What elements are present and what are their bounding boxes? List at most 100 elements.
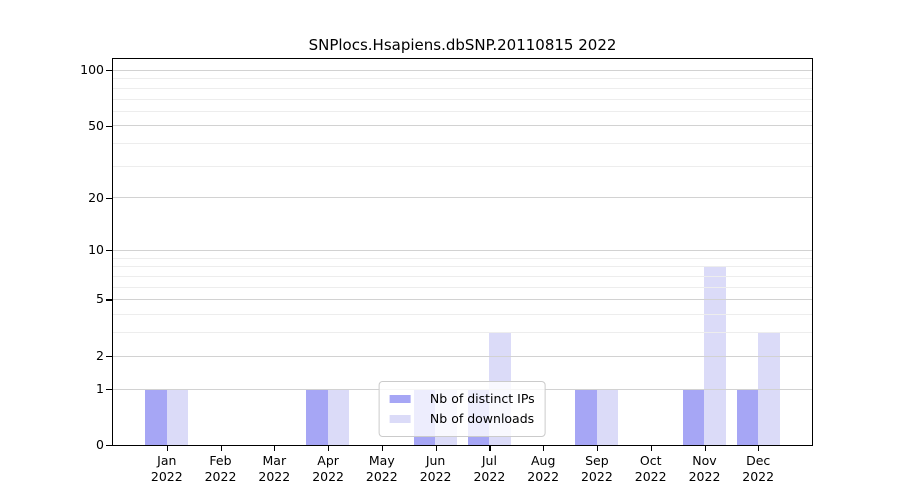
y-tick-mark bbox=[106, 445, 113, 447]
grid-line-minor bbox=[112, 98, 812, 100]
bar-distinct-ips-nov bbox=[682, 388, 705, 445]
plot-area: Nb of distinct IPs Nb of downloads bbox=[111, 57, 813, 446]
x-tick-month: Feb bbox=[209, 453, 232, 468]
x-tick-mark bbox=[758, 446, 760, 451]
x-tick-month: May bbox=[368, 453, 395, 468]
bar-downloads-sep bbox=[596, 388, 619, 445]
y-tick-label: 5 bbox=[96, 291, 104, 307]
legend-label-downloads: Nb of downloads bbox=[429, 411, 535, 427]
y-tick-label: 10 bbox=[88, 242, 104, 258]
grid-line-minor bbox=[112, 314, 812, 315]
x-tick-label: Feb 2022 bbox=[191, 453, 251, 484]
y-tick-label: 2 bbox=[96, 347, 104, 363]
bar-downloads-apr bbox=[327, 388, 350, 445]
y-tick-mark bbox=[106, 125, 113, 127]
x-tick-month: Mar bbox=[262, 453, 287, 468]
x-tick-label: Sep 2022 bbox=[567, 453, 627, 484]
y-tick-mark bbox=[106, 250, 113, 252]
grid-line-minor bbox=[112, 165, 812, 167]
x-tick-month: Apr bbox=[317, 453, 339, 468]
x-tick-month: Oct bbox=[639, 453, 662, 468]
x-tick-mark bbox=[328, 446, 330, 451]
grid-line-minor bbox=[112, 266, 812, 268]
x-tick-month: Sep bbox=[585, 453, 609, 468]
x-tick-year: 2022 bbox=[365, 468, 398, 484]
x-tick-label: Jul 2022 bbox=[459, 453, 519, 484]
grid-line-minor bbox=[112, 257, 812, 259]
x-tick-month: Jan bbox=[157, 453, 177, 468]
x-tick-label: Apr 2022 bbox=[298, 453, 358, 484]
x-tick-month: Dec bbox=[746, 453, 771, 468]
bar-distinct-ips-dec bbox=[736, 388, 758, 445]
x-tick-month: Jun bbox=[425, 453, 446, 468]
x-tick-label: Oct 2022 bbox=[621, 453, 681, 484]
legend-swatch-downloads bbox=[389, 414, 411, 423]
x-tick-label: Dec 2022 bbox=[728, 453, 788, 484]
x-tick-year: 2022 bbox=[419, 468, 452, 484]
y-tick-label: 20 bbox=[88, 189, 104, 205]
x-tick-label: Nov 2022 bbox=[675, 453, 735, 484]
x-tick-month: Aug bbox=[530, 453, 556, 468]
bar-distinct-ips-sep bbox=[575, 388, 597, 445]
grid-line-major bbox=[112, 69, 812, 71]
y-tick-label: 50 bbox=[88, 117, 104, 133]
x-tick-year: 2022 bbox=[742, 468, 775, 484]
bar-downloads-jan bbox=[166, 388, 189, 445]
x-tick-mark bbox=[381, 446, 383, 451]
x-tick-mark bbox=[543, 446, 545, 451]
grid-line-minor bbox=[112, 332, 812, 334]
x-tick-mark bbox=[435, 446, 437, 451]
x-tick-year: 2022 bbox=[204, 468, 237, 484]
x-tick-month: Nov bbox=[692, 453, 717, 468]
grid-line-minor bbox=[112, 275, 812, 277]
x-tick-mark bbox=[220, 446, 222, 451]
grid-line-major bbox=[112, 197, 812, 199]
grid-line-minor bbox=[112, 143, 812, 145]
legend: Nb of distinct IPs Nb of downloads bbox=[378, 380, 546, 437]
x-tick-year: 2022 bbox=[688, 468, 721, 484]
y-tick-label: 0 bbox=[96, 437, 104, 452]
legend-label-distinct-ips: Nb of distinct IPs bbox=[429, 391, 535, 407]
x-tick-label: Aug 2022 bbox=[513, 453, 573, 484]
x-tick-year: 2022 bbox=[527, 468, 560, 484]
x-tick-month: Jul bbox=[481, 453, 497, 468]
bar-distinct-ips-apr bbox=[306, 388, 328, 445]
y-tick-mark bbox=[106, 299, 113, 301]
x-tick-mark bbox=[166, 446, 168, 451]
x-tick-mark bbox=[650, 446, 652, 451]
x-tick-year: 2022 bbox=[150, 468, 183, 484]
x-tick-label: Jan 2022 bbox=[137, 453, 197, 484]
x-tick-year: 2022 bbox=[580, 468, 613, 484]
grid-line-major bbox=[112, 250, 812, 251]
y-tick-label: 1 bbox=[96, 380, 104, 396]
x-tick-year: 2022 bbox=[473, 468, 506, 484]
x-tick-mark bbox=[489, 446, 491, 451]
grid-line-major bbox=[112, 355, 812, 357]
x-tick-label: Mar 2022 bbox=[244, 453, 304, 484]
x-tick-mark bbox=[596, 446, 599, 451]
y-tick-label: 100 bbox=[80, 62, 104, 77]
grid-line-minor bbox=[112, 87, 812, 89]
x-tick-year: 2022 bbox=[634, 468, 667, 484]
legend-swatch-distinct-ips bbox=[389, 394, 411, 403]
grid-line-major bbox=[112, 299, 812, 301]
legend-item-downloads: Nb of downloads bbox=[389, 409, 535, 429]
grid-line-minor bbox=[112, 78, 812, 80]
y-tick-mark bbox=[106, 197, 113, 199]
grid-line-minor bbox=[112, 110, 812, 112]
x-tick-mark bbox=[274, 446, 276, 451]
x-tick-label: May 2022 bbox=[352, 453, 412, 484]
y-tick-mark bbox=[106, 388, 113, 390]
bar-distinct-ips-jan bbox=[145, 388, 167, 445]
x-tick-year: 2022 bbox=[258, 468, 291, 484]
y-tick-mark bbox=[106, 70, 113, 72]
grid-line-minor bbox=[112, 286, 812, 288]
x-tick-label: Jun 2022 bbox=[406, 453, 466, 484]
chart-title: SNPlocs.Hsapiens.dbSNP.20110815 2022 bbox=[308, 36, 617, 54]
y-tick-mark bbox=[106, 355, 113, 357]
legend-item-distinct-ips: Nb of distinct IPs bbox=[389, 389, 535, 409]
grid-line-major bbox=[112, 125, 812, 127]
x-tick-year: 2022 bbox=[312, 468, 344, 484]
x-tick-mark bbox=[704, 446, 706, 451]
